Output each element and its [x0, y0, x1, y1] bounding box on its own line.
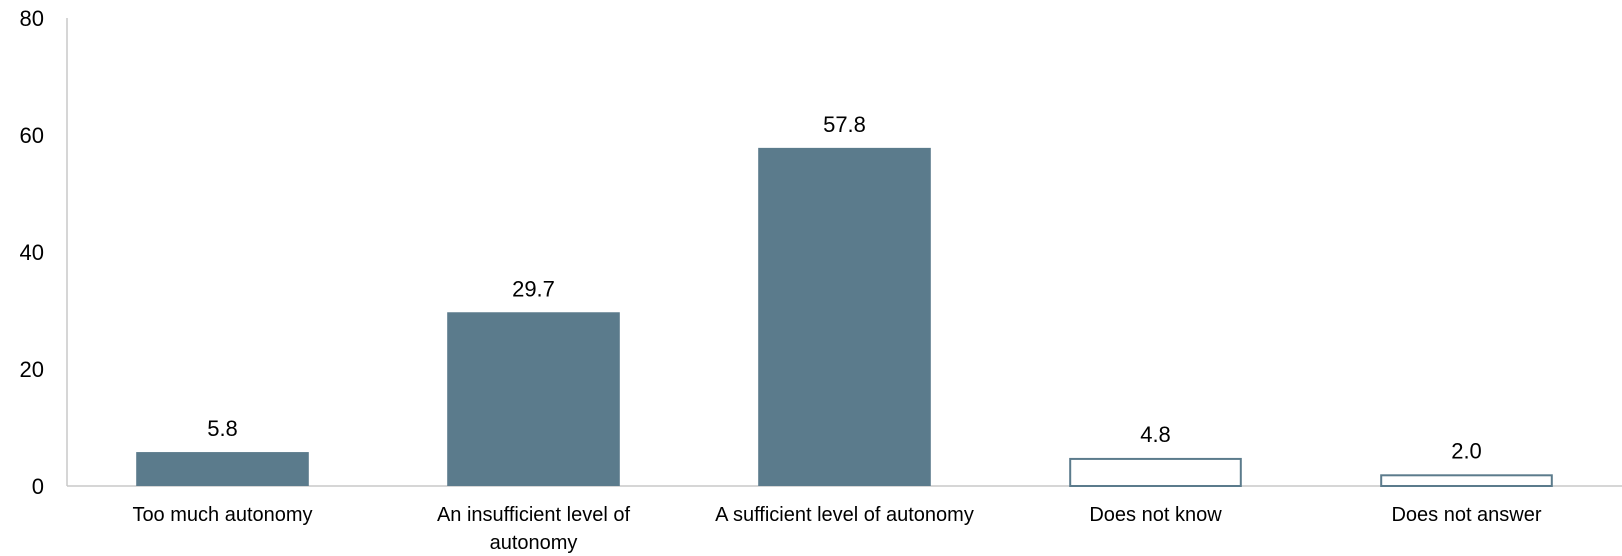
category-label: A sufficient level of autonomy	[715, 504, 974, 526]
category-label: Does not answer	[1391, 504, 1541, 526]
y-tick-label: 0	[32, 474, 44, 499]
bar	[1380, 474, 1553, 487]
data-label: 4.8	[1140, 422, 1171, 447]
category-label: autonomy	[490, 532, 578, 554]
category-labels: Too much autonomy An insufficient level o…	[132, 504, 1541, 554]
y-tick-label: 40	[20, 240, 44, 265]
category-label: Too much autonomy	[132, 504, 312, 526]
bar	[1069, 457, 1242, 488]
data-labels: 5.8 29.7 57.8 4.8 2.0	[207, 112, 1482, 463]
bar	[136, 452, 309, 486]
category-label: Does not know	[1089, 504, 1222, 526]
data-label: 5.8	[207, 416, 238, 441]
data-label: 29.7	[512, 276, 555, 301]
bar	[447, 312, 620, 486]
bar	[758, 147, 931, 486]
data-label: 57.8	[823, 112, 866, 137]
y-tick-label: 60	[20, 123, 44, 148]
bars	[136, 147, 1553, 488]
category-label: An insufficient level of	[437, 504, 631, 526]
y-tick-label: 80	[20, 6, 44, 31]
y-tick-label: 20	[20, 357, 44, 382]
data-label: 2.0	[1451, 438, 1482, 463]
y-tick-labels: 0 20 40 60 80	[20, 6, 44, 499]
